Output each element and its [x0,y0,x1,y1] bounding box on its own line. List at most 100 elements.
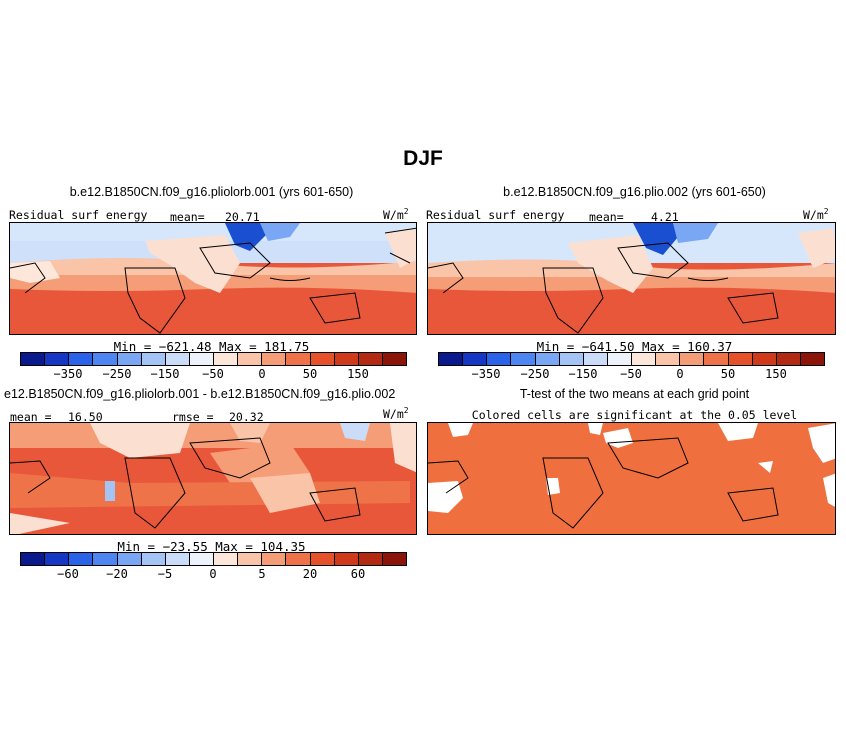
cbar-c-10 [262,553,287,565]
cbar-c-11 [286,553,311,565]
cbar-a-5 [141,353,166,365]
cbar-b-11 [704,353,729,365]
cbar-c-13 [334,553,359,565]
panel-a-mean-label: mean= [170,210,205,224]
panel-d-title: T-test of the two means at each grid poi… [519,387,750,401]
cbar-c-8 [214,553,239,565]
cbar-a-12 [310,353,335,365]
cbar-c-3 [93,553,118,565]
panel-c-tick: −5 [157,567,173,581]
panel-c-units: W/m2 [383,406,409,421]
panel-b-mean-value: 4.21 [651,210,679,224]
panel-c-rmse-label: rmse = [172,410,214,424]
panel-b-tick: −50 [620,367,642,381]
panel-a-var-label: Residual surf energy [9,208,148,222]
panel-c-tick: 60 [350,567,366,581]
cbar-b-15 [800,353,824,365]
panel-a-tick: −150 [150,367,180,381]
panel-a-tick: −350 [53,367,83,381]
panel-b-tick: −350 [471,367,501,381]
cbar-a-1 [45,353,70,365]
panel-c-rmse-value: 20.32 [229,410,264,424]
panel-a-units: W/m2 [383,207,409,222]
panel-a-map [9,222,417,335]
panel-b-var-label: Residual surf energy [426,208,565,222]
cbar-b-12 [728,353,753,365]
panel-a-colorbar [20,352,407,366]
panel-b-units-sup: 2 [823,207,829,216]
cbar-b-1 [463,353,488,365]
panel-b-title: b.e12.B1850CN.f09_g16.plio.002 (yrs 601-… [503,185,766,199]
cbar-c-6 [165,553,190,565]
cbar-b-6 [583,353,608,365]
panel-b-tick: 0 [676,367,684,381]
panel-d-map [427,422,836,535]
panel-c-tick: −20 [106,567,128,581]
cbar-b-8 [632,353,657,365]
panel-c-minmax: Min = −23.55 Max = 104.35 [117,539,306,554]
panel-c-map [9,422,417,535]
panel-a-units-text: W/m [383,207,404,222]
panel-b-tick: 50 [720,367,736,381]
panel-a-tick: 0 [258,367,266,381]
cbar-a-7 [189,353,214,365]
panel-a-tick: 150 [347,367,369,381]
panel-a-mean-value: 20.71 [225,210,260,224]
panel-a-title: b.e12.B1850CN.f09_g16.pliolorb.001 (yrs … [69,185,354,199]
cbar-a-8 [214,353,239,365]
cbar-a-2 [69,353,94,365]
panel-c-colorbar [20,552,407,566]
panel-c-tick: 20 [302,567,318,581]
cbar-a-3 [93,353,118,365]
panel-a-map-svg [10,223,416,334]
panel-a-tick: −50 [202,367,224,381]
cbar-c-9 [238,553,263,565]
cbar-a-6 [165,353,190,365]
panel-c-tick: 5 [258,567,266,581]
panel-b-units-text: W/m [803,207,824,222]
cbar-c-4 [117,553,142,565]
cbar-c-1 [45,553,70,565]
cbar-a-9 [238,353,263,365]
cbar-a-0 [21,353,46,365]
cbar-a-13 [334,353,359,365]
figure-title: DJF [403,147,443,170]
panel-b-colorbar [438,352,825,366]
panel-c-map-svg [10,423,416,534]
panel-b-mean-label: mean= [589,210,624,224]
panel-a-units-sup: 2 [403,207,409,216]
cbar-c-7 [189,553,214,565]
cbar-c-15 [382,553,406,565]
cbar-b-7 [607,353,632,365]
panel-b-map [427,222,836,335]
panel-c-tick: 0 [209,567,217,581]
panel-b-units: W/m2 [803,207,829,222]
cbar-a-11 [286,353,311,365]
panel-a-tick: −250 [102,367,132,381]
cbar-b-10 [680,353,705,365]
cbar-c-5 [141,553,166,565]
cbar-b-13 [752,353,777,365]
panel-a-minmax: Min = −621.48 Max = 181.75 [113,339,310,354]
panel-d-subtitle: Colored cells are significant at the 0.0… [471,408,798,422]
cbar-b-3 [511,353,536,365]
panel-c-mean-value: 16.50 [68,410,103,424]
panel-c-mean-label: mean = [10,410,52,424]
panel-d-map-svg [428,423,835,534]
panel-c-units-text: W/m [383,406,404,421]
panel-b-tick: −150 [568,367,598,381]
cbar-c-12 [310,553,335,565]
cbar-c-0 [21,553,46,565]
cbar-b-14 [776,353,801,365]
panel-b-tick: −250 [520,367,550,381]
cbar-a-10 [262,353,287,365]
cbar-a-4 [117,353,142,365]
panel-a-tick: 50 [302,367,318,381]
cbar-c-2 [69,553,94,565]
cbar-b-9 [656,353,681,365]
cbar-a-15 [382,353,406,365]
panel-c-tick: −60 [57,567,79,581]
panel-c-units-sup: 2 [403,406,409,415]
cbar-a-14 [358,353,383,365]
cbar-b-5 [559,353,584,365]
